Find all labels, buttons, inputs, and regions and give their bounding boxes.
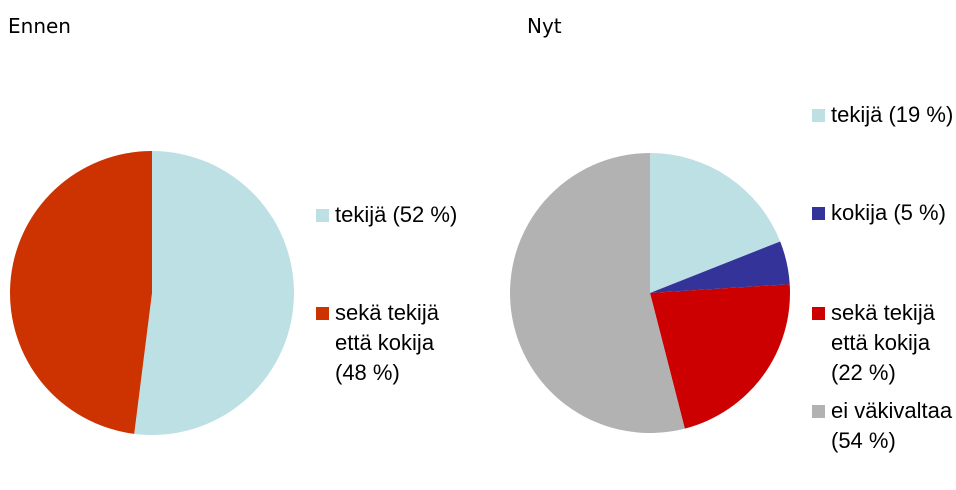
pie-slice [650, 284, 790, 429]
legend-label: tekijä (19 %) [831, 102, 954, 127]
pie-slice [650, 153, 781, 293]
legend-label: tekijä (52 %) [335, 202, 458, 227]
legend-label: sekä tekijä että kokija (48 %) [335, 300, 439, 385]
legend-swatch [812, 307, 825, 320]
legend-swatch [316, 209, 329, 222]
legend-label: ei väkivaltaa (54 %) [831, 398, 953, 453]
legend-swatch [812, 405, 825, 418]
pie-slice [134, 150, 295, 435]
legend-swatch [316, 307, 329, 320]
legend-label: kokija (5 %) [831, 200, 946, 225]
pie-slice [10, 151, 152, 434]
pie-slice [650, 241, 790, 293]
chart-title: Ennen [8, 14, 71, 38]
legend-swatch [812, 207, 825, 220]
legend-swatch [812, 109, 825, 122]
legend-label: sekä tekijä että kokija (22 %) [831, 300, 935, 385]
pie-slice [510, 153, 685, 434]
chart-title: Nyt [527, 14, 562, 38]
